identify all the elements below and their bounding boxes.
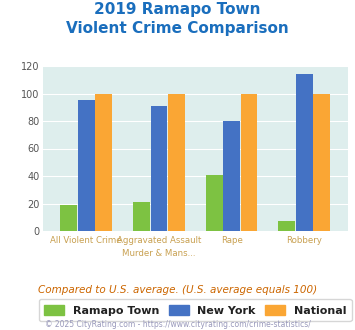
Bar [278, 221, 295, 231]
Bar [151, 106, 167, 231]
Bar [95, 93, 112, 231]
Bar [223, 121, 240, 231]
Text: Violent Crime Comparison: Violent Crime Comparison [66, 21, 289, 36]
Text: Murder & Mans...: Murder & Mans... [122, 249, 196, 258]
Bar [78, 100, 94, 231]
Text: 2019 Ramapo Town: 2019 Ramapo Town [94, 2, 261, 16]
Bar [133, 202, 150, 231]
Legend: Ramapo Town, New York, National: Ramapo Town, New York, National [39, 299, 352, 321]
Bar [296, 74, 313, 231]
Text: Compared to U.S. average. (U.S. average equals 100): Compared to U.S. average. (U.S. average … [38, 285, 317, 295]
Bar [313, 93, 330, 231]
Bar [60, 205, 77, 231]
Text: All Violent Crime: All Violent Crime [50, 236, 122, 245]
Bar [168, 93, 185, 231]
Text: Aggravated Assault: Aggravated Assault [117, 236, 201, 245]
Bar [206, 175, 223, 231]
Text: Rape: Rape [221, 236, 242, 245]
Text: Robbery: Robbery [286, 236, 322, 245]
Text: © 2025 CityRating.com - https://www.cityrating.com/crime-statistics/: © 2025 CityRating.com - https://www.city… [45, 320, 310, 329]
Bar [241, 93, 257, 231]
